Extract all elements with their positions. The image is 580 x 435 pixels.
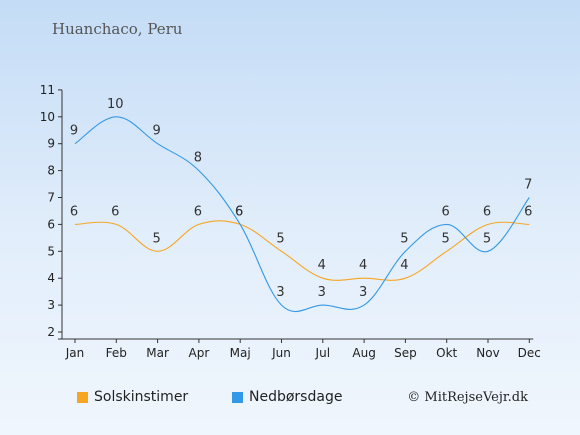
data-label-series-1: 3: [359, 285, 367, 300]
y-tick-label: 6: [47, 217, 55, 231]
data-label-series-1: 7: [524, 178, 532, 193]
data-label-series-0: 4: [359, 258, 367, 273]
x-tick-label: Aug: [352, 346, 375, 360]
data-label-series-1: 9: [152, 124, 160, 139]
x-tick-label: Apr: [189, 346, 210, 360]
data-label-series-1: 6: [235, 204, 243, 219]
y-tick-label: 10: [40, 110, 55, 124]
data-label-series-0: 4: [318, 258, 326, 273]
series-line-0: [74, 220, 530, 281]
copyright-text: © MitRejseVejr.dk: [407, 390, 528, 405]
y-tick-label: 7: [47, 191, 55, 205]
x-tick-label: Dec: [518, 346, 541, 360]
y-tick-label: 2: [47, 325, 55, 339]
data-label-series-1: 10: [107, 97, 124, 112]
legend-swatch-sunshine: [77, 391, 88, 403]
data-label-series-1: 3: [318, 285, 326, 300]
y-tick-label: 5: [47, 244, 55, 258]
chart-title: Huanchaco, Peru: [52, 20, 183, 38]
y-tick-label: 3: [47, 298, 55, 312]
x-tick-label: Nov: [476, 346, 499, 360]
x-tick-label: Jan: [65, 346, 85, 360]
data-label-series-0: 6: [194, 204, 202, 219]
y-tick-label: 8: [47, 164, 55, 178]
data-label-series-0: 6: [235, 204, 243, 219]
data-label-series-1: 5: [483, 231, 491, 246]
data-label-series-1: 9: [70, 124, 78, 139]
y-tick-label: 11: [40, 83, 55, 97]
series-lines: [74, 116, 530, 313]
x-tick-label: Sep: [394, 346, 417, 360]
y-tick-label: 9: [47, 137, 55, 151]
legend-label-rain: Nedbørsdage: [249, 389, 343, 405]
y-tick-label: 4: [47, 271, 55, 285]
data-label-series-0: 5: [152, 231, 160, 246]
data-label-series-1: 3: [276, 285, 284, 300]
data-label-series-0: 6: [483, 204, 491, 219]
data-label-series-1: 5: [400, 231, 408, 246]
x-tick-label: Maj: [230, 346, 251, 360]
axes: 2 3 4 5 6 7 8 9 10 11 Jan Feb Mar Apr Maj Jun Jul Aug Sep O…: [40, 83, 541, 360]
data-label-series-0: 5: [276, 231, 284, 246]
x-tick-label: Mar: [146, 346, 169, 360]
data-label-series-0: 6: [70, 204, 78, 219]
legend-item-sunshine: Solskinstimer: [77, 389, 188, 405]
x-tick-label: Okt: [436, 346, 457, 360]
legend-swatch-rain: [232, 391, 243, 403]
series-line-1: [74, 116, 530, 313]
x-tick-label: Feb: [106, 346, 127, 360]
x-tick-label: Jul: [315, 346, 330, 360]
data-label-series-0: 4: [400, 258, 408, 273]
data-label-series-1: 6: [442, 204, 450, 219]
data-label-series-1: 8: [194, 151, 202, 166]
data-label-series-0: 5: [442, 231, 450, 246]
x-tick-label: Jun: [271, 346, 291, 360]
data-label-series-0: 6: [111, 204, 119, 219]
data-label-series-0: 6: [524, 204, 532, 219]
legend-item-rain: Nedbørsdage: [232, 389, 342, 405]
legend-label-sunshine: Solskinstimer: [94, 389, 189, 405]
